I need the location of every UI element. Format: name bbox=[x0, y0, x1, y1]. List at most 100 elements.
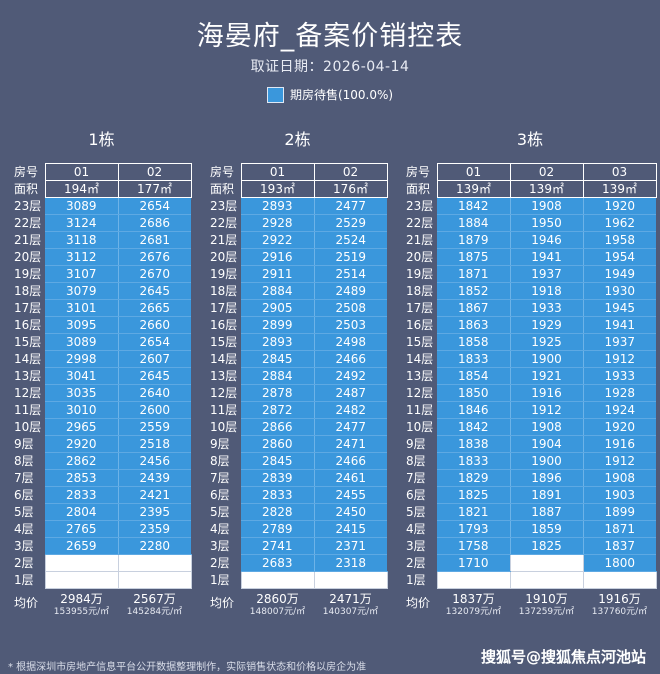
floor-label: 18层 bbox=[406, 284, 434, 298]
floor-row: 13层 1854 1921 1933 bbox=[404, 367, 656, 385]
price-cell: 2559 bbox=[117, 418, 191, 436]
floor-row: 6层 2833 2421 bbox=[12, 486, 191, 504]
room-label: 房号 bbox=[406, 165, 431, 179]
empty-cell bbox=[117, 554, 192, 572]
floor-row: 22层 1884 1950 1962 bbox=[404, 214, 656, 232]
price-cell: 1933 bbox=[582, 367, 656, 385]
price-cell: 1916 bbox=[582, 435, 656, 453]
floor-label: 6层 bbox=[14, 488, 34, 502]
price-cell: 2670 bbox=[117, 265, 191, 283]
price-cell: 2686 bbox=[117, 214, 191, 232]
floor-row: 21层 3118 2681 bbox=[12, 231, 191, 249]
floor-row: 18层 2884 2489 bbox=[208, 282, 387, 300]
floor-row: 23层 1842 1908 1920 bbox=[404, 197, 656, 215]
floor-label: 16层 bbox=[14, 318, 42, 332]
price-cell: 2872 bbox=[241, 401, 314, 419]
empty-cell bbox=[582, 571, 657, 589]
average-total-price: 1837万 bbox=[452, 592, 495, 606]
building-name: 2栋 bbox=[284, 130, 311, 149]
price-cell: 2681 bbox=[117, 231, 191, 249]
price-cell: 1825 bbox=[509, 537, 583, 555]
price-cell: 2508 bbox=[313, 299, 387, 317]
room-label: 房号 bbox=[210, 165, 235, 179]
price-cell: 1920 bbox=[582, 197, 656, 215]
unit-area: 139㎡ bbox=[509, 180, 584, 198]
price-cell: 1916 bbox=[509, 384, 583, 402]
building-1-block: 1栋 房号 01 02 面积 194㎡ 177㎡ 23层 3089 2654 22层 3124 2686… bbox=[12, 126, 192, 623]
floor-label: 2层 bbox=[14, 556, 34, 570]
price-cell: 2487 bbox=[313, 384, 387, 402]
floor-row: 5层 1821 1887 1899 bbox=[404, 503, 656, 521]
area-label: 面积 bbox=[210, 182, 235, 196]
price-cell: 2395 bbox=[117, 503, 191, 521]
room-row: 房号 01 02 03 bbox=[404, 163, 657, 181]
floor-row: 19层 2911 2514 bbox=[208, 265, 387, 283]
price-cell: 1846 bbox=[437, 401, 510, 419]
average-cell: 1910万 137259元/㎡ bbox=[510, 589, 583, 624]
price-cell: 2450 bbox=[313, 503, 387, 521]
price-cell: 1891 bbox=[509, 486, 583, 504]
floor-row: 17层 3101 2665 bbox=[12, 299, 191, 317]
price-cell: 3107 bbox=[45, 265, 118, 283]
room-number: 02 bbox=[509, 163, 584, 181]
floor-row: 17层 2905 2508 bbox=[208, 299, 387, 317]
floor-label: 15层 bbox=[406, 335, 434, 349]
floor-label: 10层 bbox=[14, 420, 42, 434]
price-cell: 2998 bbox=[45, 350, 118, 368]
price-cell: 1950 bbox=[509, 214, 583, 232]
floor-label: 8层 bbox=[210, 454, 230, 468]
price-cell: 2928 bbox=[241, 214, 314, 232]
price-cell: 2640 bbox=[117, 384, 191, 402]
price-cell: 1918 bbox=[509, 282, 583, 300]
floor-label: 21层 bbox=[14, 233, 42, 247]
floor-row: 23层 2893 2477 bbox=[208, 197, 387, 215]
watermark: 搜狐号@搜狐焦点河池站 bbox=[480, 648, 646, 666]
floor-row: 4层 1793 1859 1871 bbox=[404, 520, 656, 538]
floor-label: 6层 bbox=[406, 488, 426, 502]
price-cell: 2804 bbox=[45, 503, 118, 521]
floor-label: 17层 bbox=[14, 301, 42, 315]
price-cell: 1945 bbox=[582, 299, 656, 317]
average-total-price: 2567万 bbox=[133, 592, 176, 606]
room-label: 房号 bbox=[14, 165, 39, 179]
floor-label: 2层 bbox=[406, 556, 426, 570]
price-cell: 2911 bbox=[241, 265, 314, 283]
floor-label: 16层 bbox=[406, 318, 434, 332]
price-cell: 1871 bbox=[582, 520, 656, 538]
price-cell: 1837 bbox=[582, 537, 656, 555]
floor-row: 20层 1875 1941 1954 bbox=[404, 248, 656, 266]
price-cell: 3124 bbox=[45, 214, 118, 232]
price-cell: 2862 bbox=[45, 452, 118, 470]
floor-row: 13层 3041 2645 bbox=[12, 367, 191, 385]
price-cell: 2529 bbox=[313, 214, 387, 232]
price-cell: 2683 bbox=[241, 554, 314, 572]
floor-row: 10层 2866 2477 bbox=[208, 418, 387, 436]
floor-label: 7层 bbox=[210, 471, 230, 485]
floor-label: 14层 bbox=[406, 352, 434, 366]
floor-label: 7层 bbox=[406, 471, 426, 485]
price-cell: 2645 bbox=[117, 282, 191, 300]
price-cell: 2828 bbox=[241, 503, 314, 521]
average-label: 均价 bbox=[406, 595, 431, 610]
floor-row: 13层 2884 2492 bbox=[208, 367, 387, 385]
floor-row: 15层 1858 1925 1937 bbox=[404, 333, 656, 351]
floor-label: 9层 bbox=[210, 437, 230, 451]
floor-row: 19层 1871 1937 1949 bbox=[404, 265, 656, 283]
price-cell: 2660 bbox=[117, 316, 191, 334]
floor-row: 1层 bbox=[12, 571, 192, 589]
floor-label: 14层 bbox=[14, 352, 42, 366]
empty-cell bbox=[44, 554, 119, 572]
floor-label: 18层 bbox=[14, 284, 42, 298]
floor-label: 5层 bbox=[210, 505, 230, 519]
floor-label: 16层 bbox=[210, 318, 238, 332]
price-cell: 1941 bbox=[509, 248, 583, 266]
unit-area: 176㎡ bbox=[313, 180, 388, 198]
price-cell: 2860 bbox=[241, 435, 314, 453]
price-cell: 1937 bbox=[509, 265, 583, 283]
floor-label: 22层 bbox=[406, 216, 434, 230]
floor-label: 11层 bbox=[14, 403, 42, 417]
floor-label: 21层 bbox=[210, 233, 238, 247]
floor-label: 6层 bbox=[210, 488, 230, 502]
floor-label: 23层 bbox=[14, 199, 42, 213]
price-cell: 1941 bbox=[582, 316, 656, 334]
